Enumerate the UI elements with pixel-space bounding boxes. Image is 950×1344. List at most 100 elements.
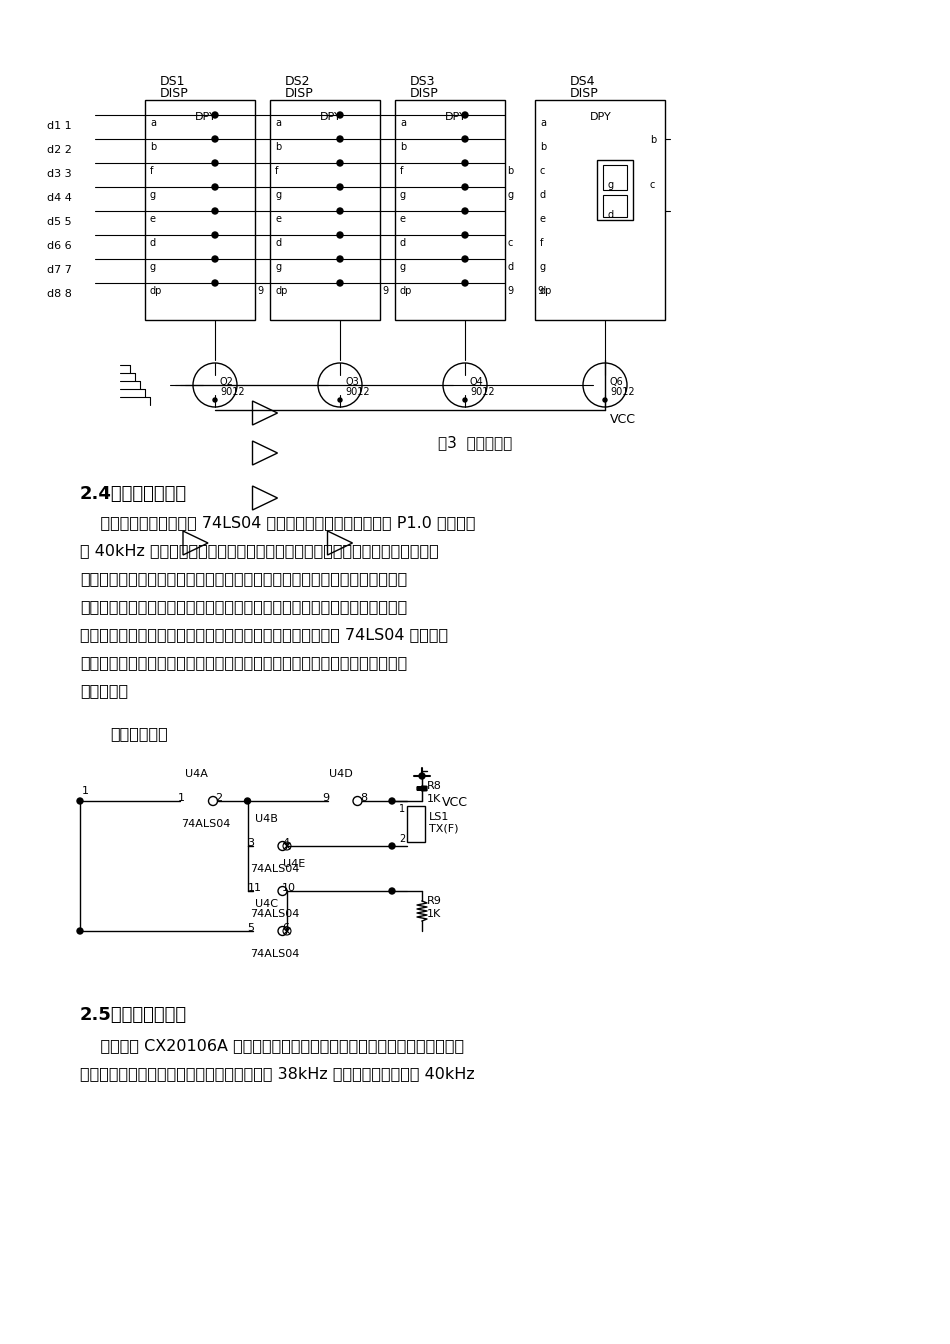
Circle shape: [337, 208, 343, 214]
Text: 1: 1: [399, 804, 405, 813]
Text: g: g: [150, 262, 156, 271]
Text: VCC: VCC: [442, 796, 468, 809]
Text: a: a: [400, 118, 406, 128]
Text: f: f: [400, 167, 404, 176]
Text: 74ALS04: 74ALS04: [251, 864, 300, 874]
Text: d8 8: d8 8: [47, 289, 72, 298]
Text: 荡的时间。: 荡的时间。: [80, 683, 128, 698]
Text: DS1: DS1: [160, 75, 185, 87]
Text: d: d: [400, 238, 407, 249]
Text: d7 7: d7 7: [47, 265, 72, 276]
Text: g: g: [150, 190, 156, 200]
Text: DISP: DISP: [570, 87, 598, 99]
Bar: [407, 805, 425, 841]
Text: DISP: DISP: [285, 87, 314, 99]
Text: f: f: [540, 238, 543, 249]
Text: 1K: 1K: [427, 794, 441, 804]
Text: DISP: DISP: [160, 87, 189, 99]
Circle shape: [462, 112, 468, 118]
Bar: [395, 99, 505, 320]
Circle shape: [212, 136, 218, 142]
Bar: [597, 160, 633, 220]
Text: d5 5: d5 5: [47, 216, 71, 227]
Text: R8: R8: [427, 781, 442, 792]
Circle shape: [419, 773, 425, 780]
Text: b: b: [540, 142, 546, 152]
Circle shape: [337, 136, 343, 142]
Text: TX(F): TX(F): [429, 824, 459, 833]
Text: 6: 6: [282, 923, 289, 933]
Text: 9012: 9012: [345, 387, 370, 396]
Text: 1: 1: [178, 793, 185, 802]
Text: e: e: [540, 214, 546, 224]
Text: 的 40kHz 方波信号一路经一级反向器后送到超声波换能器的一个电极，另一路: 的 40kHz 方波信号一路经一级反向器后送到超声波换能器的一个电极，另一路: [80, 543, 439, 558]
Text: DPY: DPY: [590, 112, 612, 122]
Text: DS3: DS3: [410, 75, 435, 87]
Text: d: d: [150, 238, 156, 249]
Text: DPY: DPY: [195, 112, 217, 122]
Text: DPY: DPY: [445, 112, 466, 122]
Text: 74ALS04: 74ALS04: [181, 818, 230, 829]
Text: d: d: [275, 238, 281, 249]
Text: d2 2: d2 2: [47, 145, 72, 155]
Text: 74ALS04: 74ALS04: [251, 949, 300, 960]
Bar: [535, 99, 665, 320]
Text: 平的驱动能力；另一方面可以增加超声波换能器的阻尼效果，以缩短其自由振: 平的驱动能力；另一方面可以增加超声波换能器的阻尼效果，以缩短其自由振: [80, 655, 408, 671]
Bar: [603, 165, 627, 190]
Bar: [270, 99, 380, 320]
Text: 发射电路主要由反向器 74LS04 和超声波换能器构成，单片机 P1.0 端口输出: 发射电路主要由反向器 74LS04 和超声波换能器构成，单片机 P1.0 端口输…: [80, 515, 476, 530]
Text: LS1: LS1: [429, 812, 449, 821]
Text: b: b: [150, 142, 156, 152]
Text: 5: 5: [248, 923, 255, 933]
Text: Q6: Q6: [610, 378, 624, 387]
Circle shape: [212, 208, 218, 214]
Text: b: b: [275, 142, 281, 152]
Text: d4 4: d4 4: [47, 194, 72, 203]
Circle shape: [337, 233, 343, 238]
Text: dp: dp: [275, 286, 287, 296]
Text: Q3: Q3: [345, 378, 359, 387]
Bar: [603, 195, 627, 216]
Text: 图3  数码管电路: 图3 数码管电路: [438, 435, 512, 450]
Circle shape: [463, 398, 467, 402]
Text: 经两级反向器后送到超声波换能器的另一个电极，用这种推挽形式将方波信号: 经两级反向器后送到超声波换能器的另一个电极，用这种推挽形式将方波信号: [80, 571, 408, 586]
Text: c: c: [650, 180, 656, 190]
Circle shape: [212, 280, 218, 286]
Text: f: f: [150, 167, 153, 176]
Text: b: b: [650, 134, 656, 145]
Text: 2: 2: [399, 833, 406, 844]
Circle shape: [462, 233, 468, 238]
Text: e: e: [150, 214, 156, 224]
Text: 10: 10: [282, 883, 296, 892]
Text: e: e: [400, 214, 406, 224]
Text: DS2: DS2: [285, 75, 311, 87]
Circle shape: [212, 160, 218, 167]
Circle shape: [462, 255, 468, 262]
Text: 2: 2: [216, 793, 222, 802]
Text: f: f: [275, 167, 278, 176]
Text: 加到超声波换能器两端可以提高超声波的发射速度。输出端采用两个反向器并: 加到超声波换能器两端可以提高超声波的发射速度。输出端采用两个反向器并: [80, 599, 408, 614]
Text: 联，用以提高驱动能力。两个上拉电阻一方面可以提高反向器 74LS04 输出高电: 联，用以提高驱动能力。两个上拉电阻一方面可以提高反向器 74LS04 输出高电: [80, 628, 448, 642]
Text: g: g: [400, 190, 407, 200]
Text: 1K: 1K: [427, 909, 441, 919]
Text: d6 6: d6 6: [47, 241, 71, 251]
Text: g: g: [540, 262, 546, 271]
Circle shape: [337, 184, 343, 190]
Text: d: d: [507, 262, 513, 271]
Text: c: c: [540, 167, 545, 176]
Circle shape: [462, 280, 468, 286]
Text: 74ALS04: 74ALS04: [251, 909, 300, 919]
Text: dp: dp: [150, 286, 162, 296]
Text: d: d: [540, 190, 546, 200]
Text: 电路图如下：: 电路图如下：: [110, 726, 168, 741]
Text: g: g: [275, 190, 281, 200]
Circle shape: [337, 160, 343, 167]
Text: U4D: U4D: [330, 769, 353, 780]
Text: c: c: [507, 238, 512, 249]
Text: dp: dp: [400, 286, 412, 296]
Circle shape: [77, 798, 83, 804]
Circle shape: [603, 398, 607, 402]
Text: d: d: [608, 210, 614, 220]
Text: 11: 11: [248, 883, 261, 892]
Bar: [145, 99, 255, 320]
